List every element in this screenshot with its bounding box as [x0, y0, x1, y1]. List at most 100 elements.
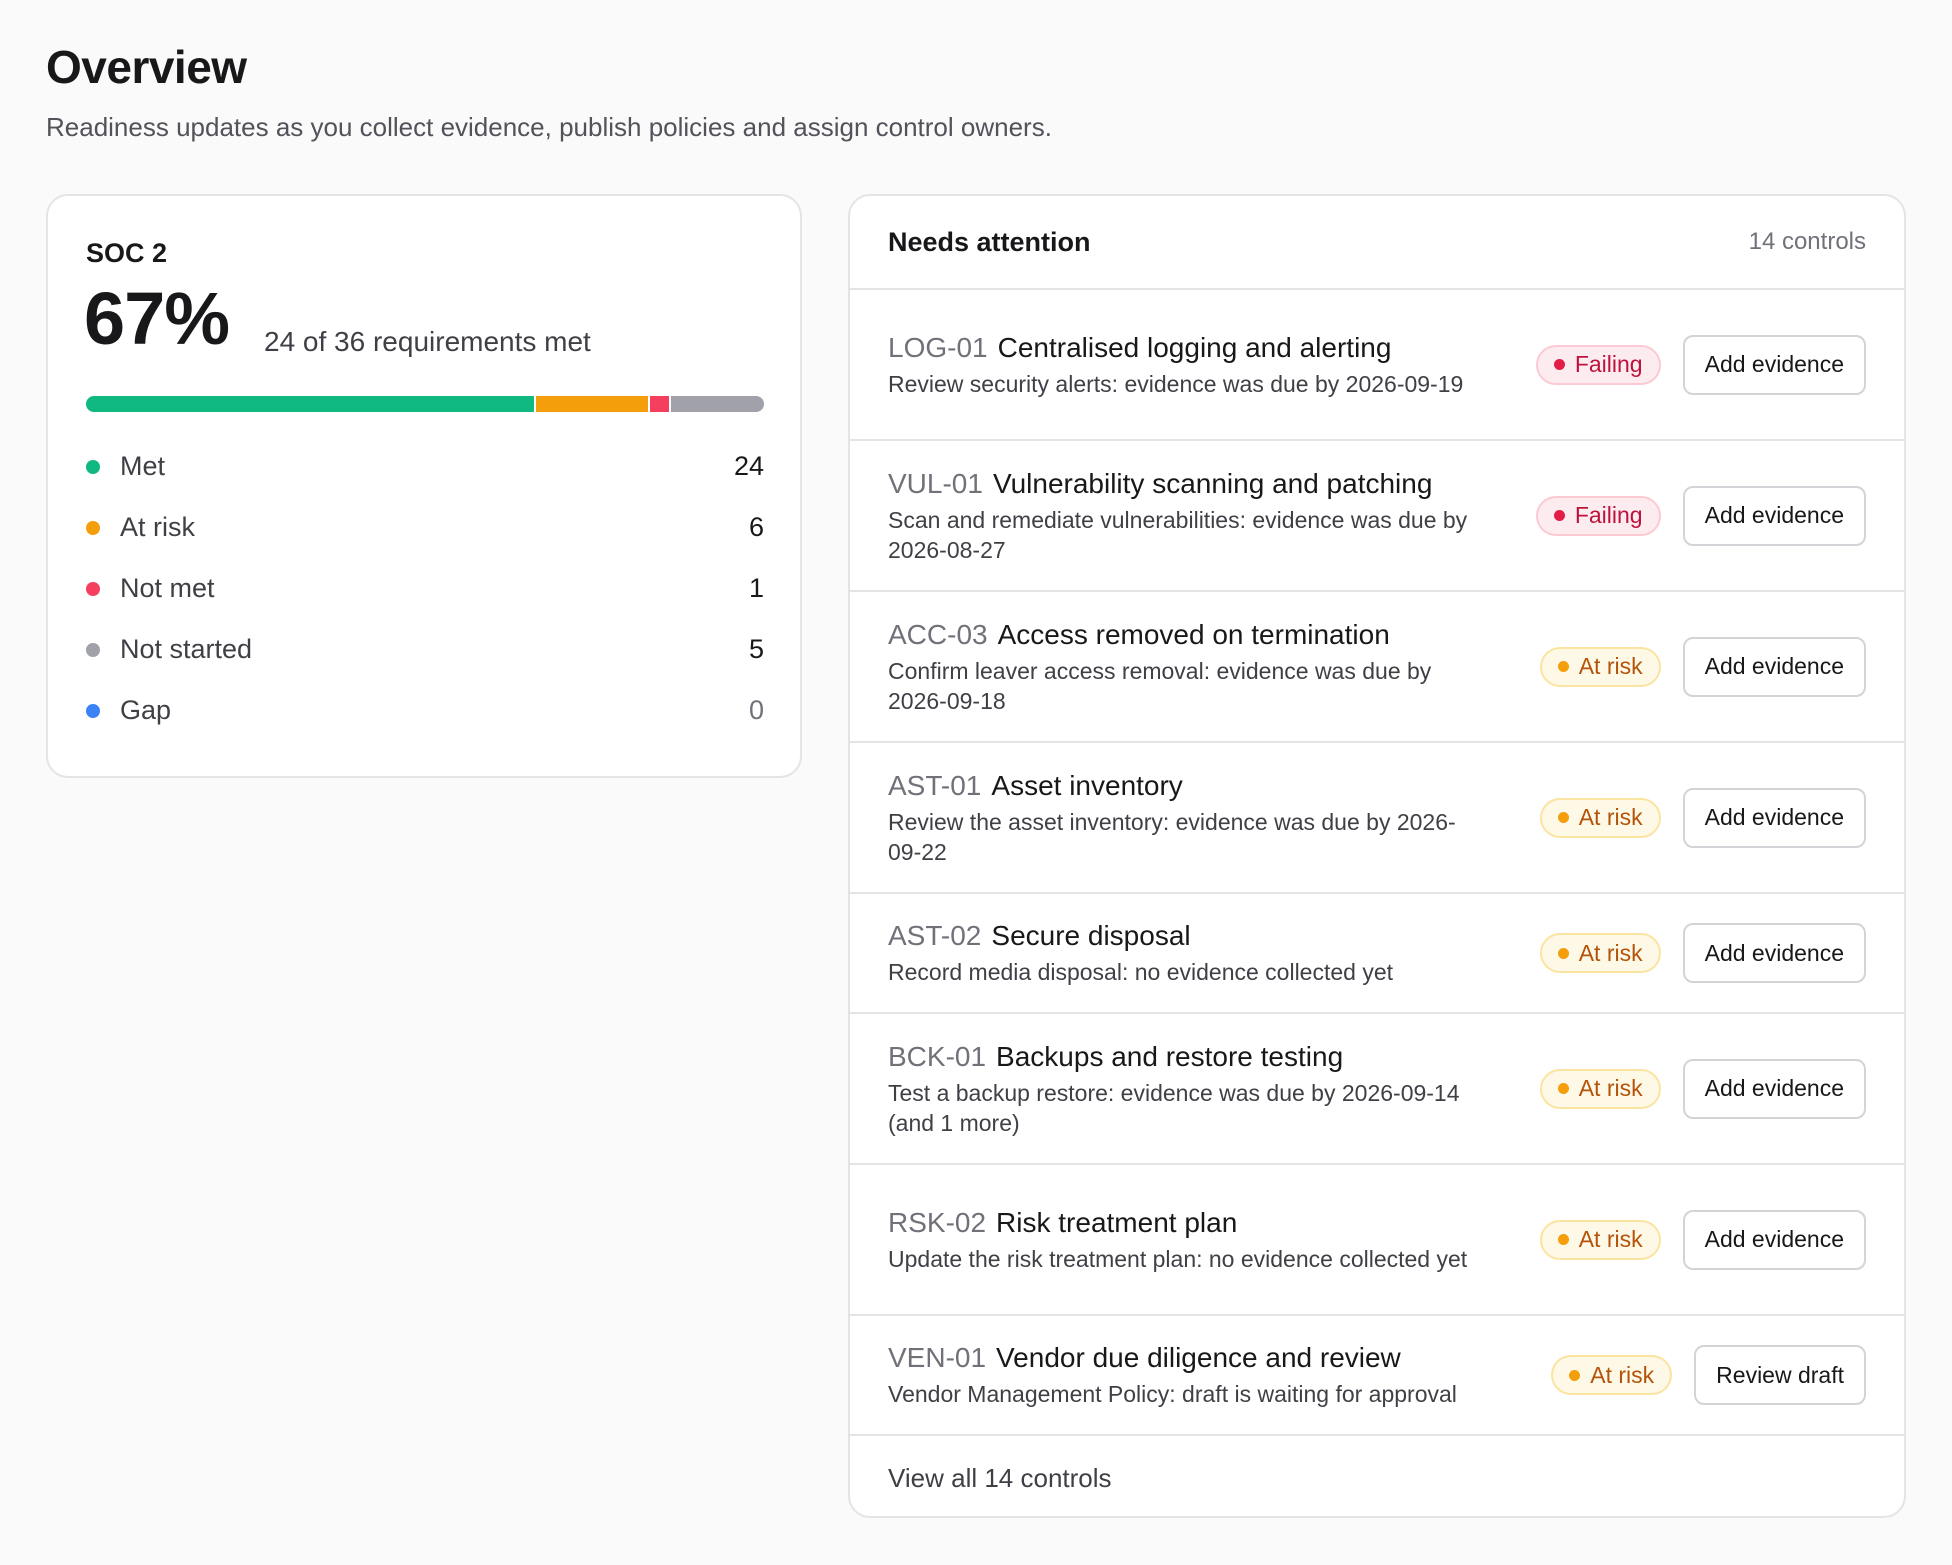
control-code: LOG-01	[888, 331, 988, 363]
control-description: Update the risk treatment plan: no evide…	[888, 1245, 1468, 1272]
control-heading: BCK-01 Backups and restore testing	[888, 1040, 1522, 1074]
framework-name: SOC 2	[86, 238, 168, 268]
page-subtitle: Readiness updates as you collect evidenc…	[46, 112, 1052, 142]
control-info: ACC-03 Access removed on termination Conf…	[888, 618, 1522, 716]
legend-item-at-risk: At risk 6	[86, 497, 764, 558]
legend-item-not-started: Not started 5	[86, 619, 764, 680]
needs-attention-footer: View all 14 controls	[850, 1436, 1904, 1516]
legend-count: 0	[748, 695, 764, 725]
control-heading: RSK-02 Risk treatment plan	[888, 1206, 1522, 1240]
status-dot-icon	[86, 703, 100, 718]
status-dot-icon	[1557, 1083, 1569, 1094]
needs-attention-title: Needs attention	[888, 226, 1091, 257]
control-name: Secure disposal	[991, 920, 1191, 951]
page-title: Overview	[46, 41, 247, 93]
control-info: BCK-01 Backups and restore testing Test a…	[888, 1040, 1522, 1138]
control-description: Record media disposal: no evidence colle…	[888, 959, 1394, 985]
progress-segment-at-risk	[533, 396, 648, 412]
status-badge: Failing	[1535, 495, 1661, 536]
status-label: At risk	[1578, 653, 1643, 679]
legend-label: Not started	[120, 634, 253, 664]
control-description: Scan and remediate vulnerabilities: evid…	[888, 506, 1468, 563]
status-dot-icon	[86, 520, 100, 535]
control-info: LOG-01 Centralised logging and alerting R…	[888, 331, 1518, 399]
status-dot-icon	[1557, 1234, 1569, 1245]
status-dot-icon	[86, 581, 100, 596]
status-badge: Failing	[1535, 344, 1661, 385]
readiness-percent: 67%	[84, 277, 230, 360]
legend-item-not-met: Not met 1	[86, 558, 764, 619]
control-row: LOG-01 Centralised logging and alerting R…	[850, 290, 1904, 441]
control-code: VUL-01	[888, 467, 983, 499]
add-evidence-button[interactable]: Add evidence	[1682, 485, 1866, 546]
status-badge: At risk	[1539, 1219, 1661, 1260]
requirements-summary: 24 of 36 requirements met	[264, 326, 591, 357]
controls-count: 14 controls	[1748, 228, 1866, 255]
control-row: BCK-01 Backups and restore testing Test a…	[850, 1014, 1904, 1165]
control-heading: LOG-01 Centralised logging and alerting	[888, 331, 1518, 365]
progress-segment-met	[86, 396, 534, 412]
control-heading: AST-02 Secure disposal	[888, 919, 1522, 953]
control-code: AST-02	[888, 920, 982, 951]
control-description: Confirm leaver access removal: evidence …	[888, 657, 1432, 714]
status-dot-icon	[1557, 947, 1569, 959]
readiness-progress-bar	[86, 396, 764, 412]
status-label: At risk	[1590, 1361, 1655, 1388]
control-heading: ACC-03 Access removed on termination	[888, 618, 1522, 652]
status-dot-icon	[1557, 812, 1569, 823]
control-description: Test a backup restore: evidence was due …	[888, 1079, 1460, 1136]
control-name: Risk treatment plan	[996, 1206, 1238, 1238]
status-label: At risk	[1578, 1075, 1643, 1101]
control-code: AST-01	[888, 769, 982, 801]
add-evidence-button[interactable]: Add evidence	[1682, 1058, 1866, 1119]
needs-attention-header: Needs attention 14 controls	[850, 196, 1904, 290]
control-description: Vendor Management Policy: draft is waiti…	[888, 1381, 1457, 1407]
progress-segment-not-met	[647, 396, 669, 412]
control-name: Centralised logging and alerting	[997, 331, 1392, 363]
add-evidence-button[interactable]: Add evidence	[1682, 334, 1866, 395]
needs-attention-card: Needs attention 14 controls LOG-01 Centra…	[848, 194, 1906, 1518]
control-row: AST-01 Asset inventory Review the asset i…	[850, 743, 1904, 894]
status-label: At risk	[1578, 804, 1643, 830]
control-code: RSK-02	[888, 1206, 987, 1238]
status-legend: Met 24 At risk 6 Not met 1 Not started 5…	[86, 436, 764, 741]
control-description: Review security alerts: evidence was due…	[888, 370, 1464, 397]
legend-count: 24	[733, 451, 764, 481]
status-badge: At risk	[1539, 646, 1661, 687]
status-dot-icon	[1569, 1369, 1581, 1381]
control-description: Review the asset inventory: evidence was…	[888, 808, 1456, 865]
view-all-controls-link[interactable]: View all 14 controls	[888, 1462, 1112, 1493]
status-label: At risk	[1578, 939, 1643, 966]
legend-label: Met	[120, 451, 166, 481]
control-heading: AST-01 Asset inventory	[888, 769, 1522, 803]
legend-count: 6	[748, 512, 764, 542]
legend-label: Gap	[120, 695, 172, 725]
add-evidence-button[interactable]: Add evidence	[1682, 636, 1866, 697]
status-dot-icon	[1557, 661, 1569, 672]
review-draft-button[interactable]: Review draft	[1694, 1345, 1866, 1405]
control-row: AST-02 Secure disposal Record media dispo…	[850, 894, 1904, 1014]
add-evidence-button[interactable]: Add evidence	[1682, 1209, 1866, 1270]
control-row: RSK-02 Risk treatment plan Update the ris…	[850, 1165, 1904, 1316]
legend-item-gap: Gap 0	[86, 680, 764, 741]
status-dot-icon	[1553, 510, 1565, 521]
control-row: VUL-01 Vulnerability scanning and patchin…	[850, 441, 1904, 592]
control-name: Backups and restore testing	[996, 1040, 1344, 1072]
control-heading: VEN-01 Vendor due diligence and review	[888, 1341, 1533, 1375]
control-row: VEN-01 Vendor due diligence and review Ve…	[850, 1316, 1904, 1436]
control-heading: VUL-01 Vulnerability scanning and patchin…	[888, 467, 1518, 501]
control-name: Vendor due diligence and review	[996, 1342, 1401, 1373]
status-dot-icon	[86, 459, 100, 474]
control-code: BCK-01	[888, 1040, 987, 1072]
control-code: ACC-03	[888, 618, 988, 650]
status-dot-icon	[1553, 359, 1565, 370]
status-label: At risk	[1578, 1226, 1643, 1252]
control-info: VUL-01 Vulnerability scanning and patchin…	[888, 467, 1518, 565]
legend-item-met: Met 24	[86, 436, 764, 497]
add-evidence-button[interactable]: Add evidence	[1682, 923, 1866, 983]
control-info: RSK-02 Risk treatment plan Update the ris…	[888, 1206, 1522, 1274]
status-badge: At risk	[1539, 933, 1661, 973]
control-info: VEN-01 Vendor due diligence and review Ve…	[888, 1341, 1533, 1409]
add-evidence-button[interactable]: Add evidence	[1682, 787, 1866, 848]
